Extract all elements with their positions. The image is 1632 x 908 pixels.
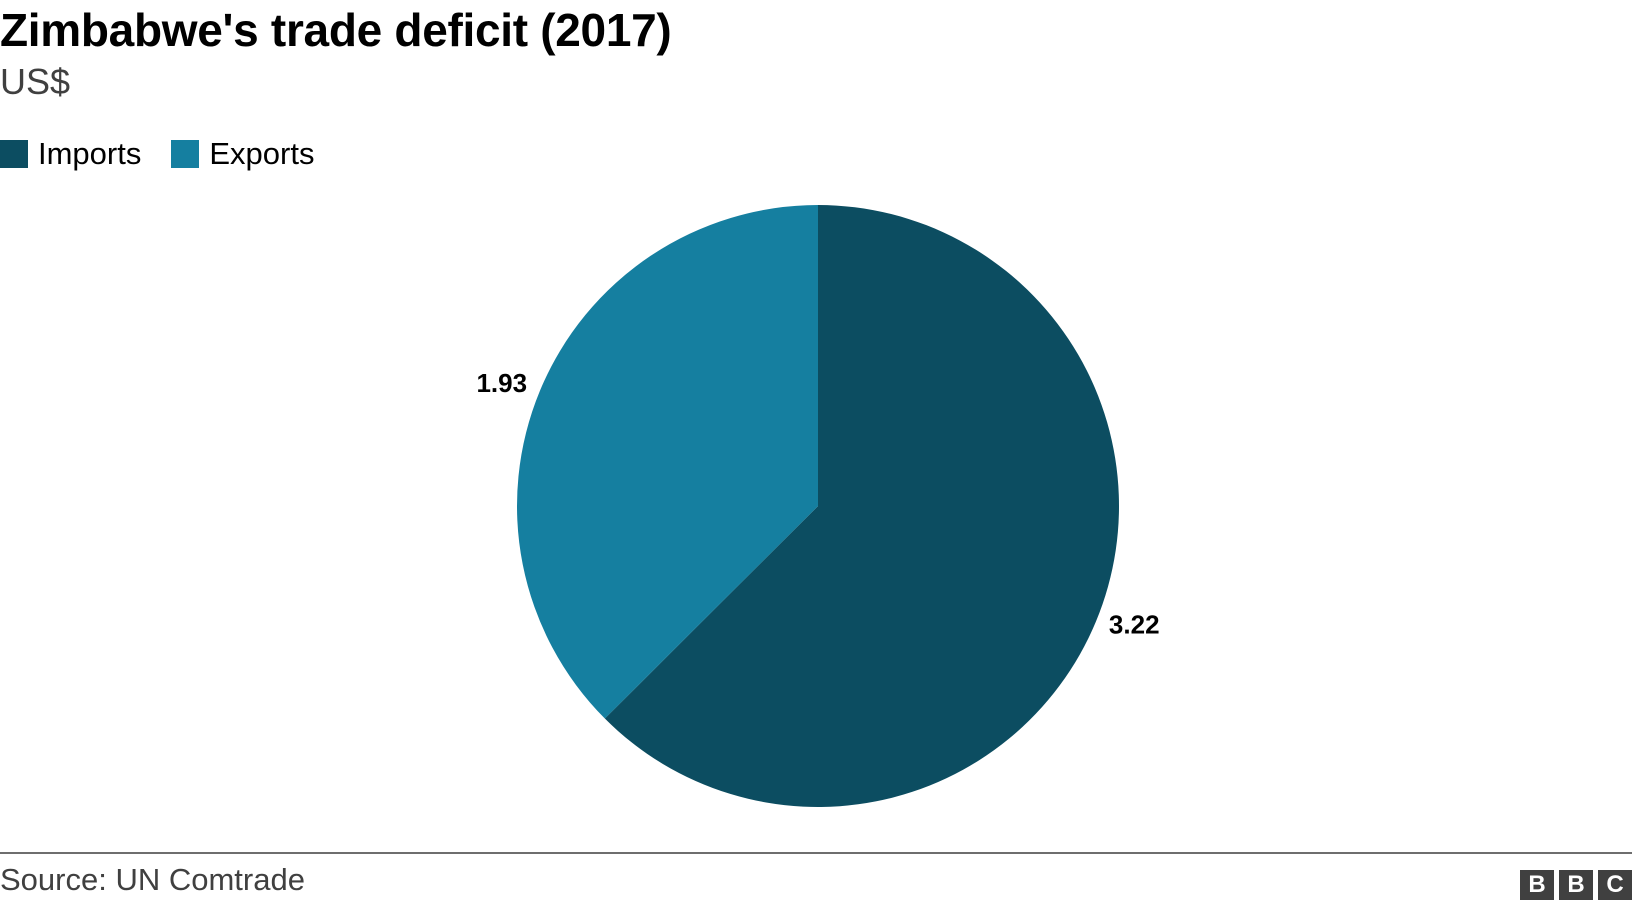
- footer-divider: [0, 852, 1632, 854]
- data-label-imports: 3.22: [1109, 610, 1160, 640]
- bbc-logo-letter: B: [1520, 870, 1554, 900]
- data-label-exports: 1.93: [476, 368, 527, 398]
- legend-label-imports: Imports: [38, 136, 142, 171]
- legend-swatch-imports: [0, 140, 28, 168]
- legend-item-exports: Exports: [171, 134, 314, 174]
- bbc-logo: B B C: [1515, 870, 1632, 900]
- chart-title: Zimbabwe's trade deficit (2017): [0, 4, 672, 56]
- bbc-logo-letter: C: [1598, 870, 1632, 900]
- legend-swatch-exports: [171, 140, 200, 168]
- legend: Imports Exports: [0, 134, 344, 174]
- source-note: Source: UN Comtrade: [0, 862, 305, 897]
- pie-slice-exports: [517, 205, 818, 719]
- pie-chart: 3.22 1.93: [476, 205, 1160, 807]
- legend-item-imports: Imports: [0, 134, 141, 174]
- chart-subtitle: US$: [0, 61, 71, 102]
- pie-slice-imports: [604, 205, 1119, 807]
- legend-label-exports: Exports: [209, 136, 315, 171]
- bbc-logo-letter: B: [1559, 870, 1593, 900]
